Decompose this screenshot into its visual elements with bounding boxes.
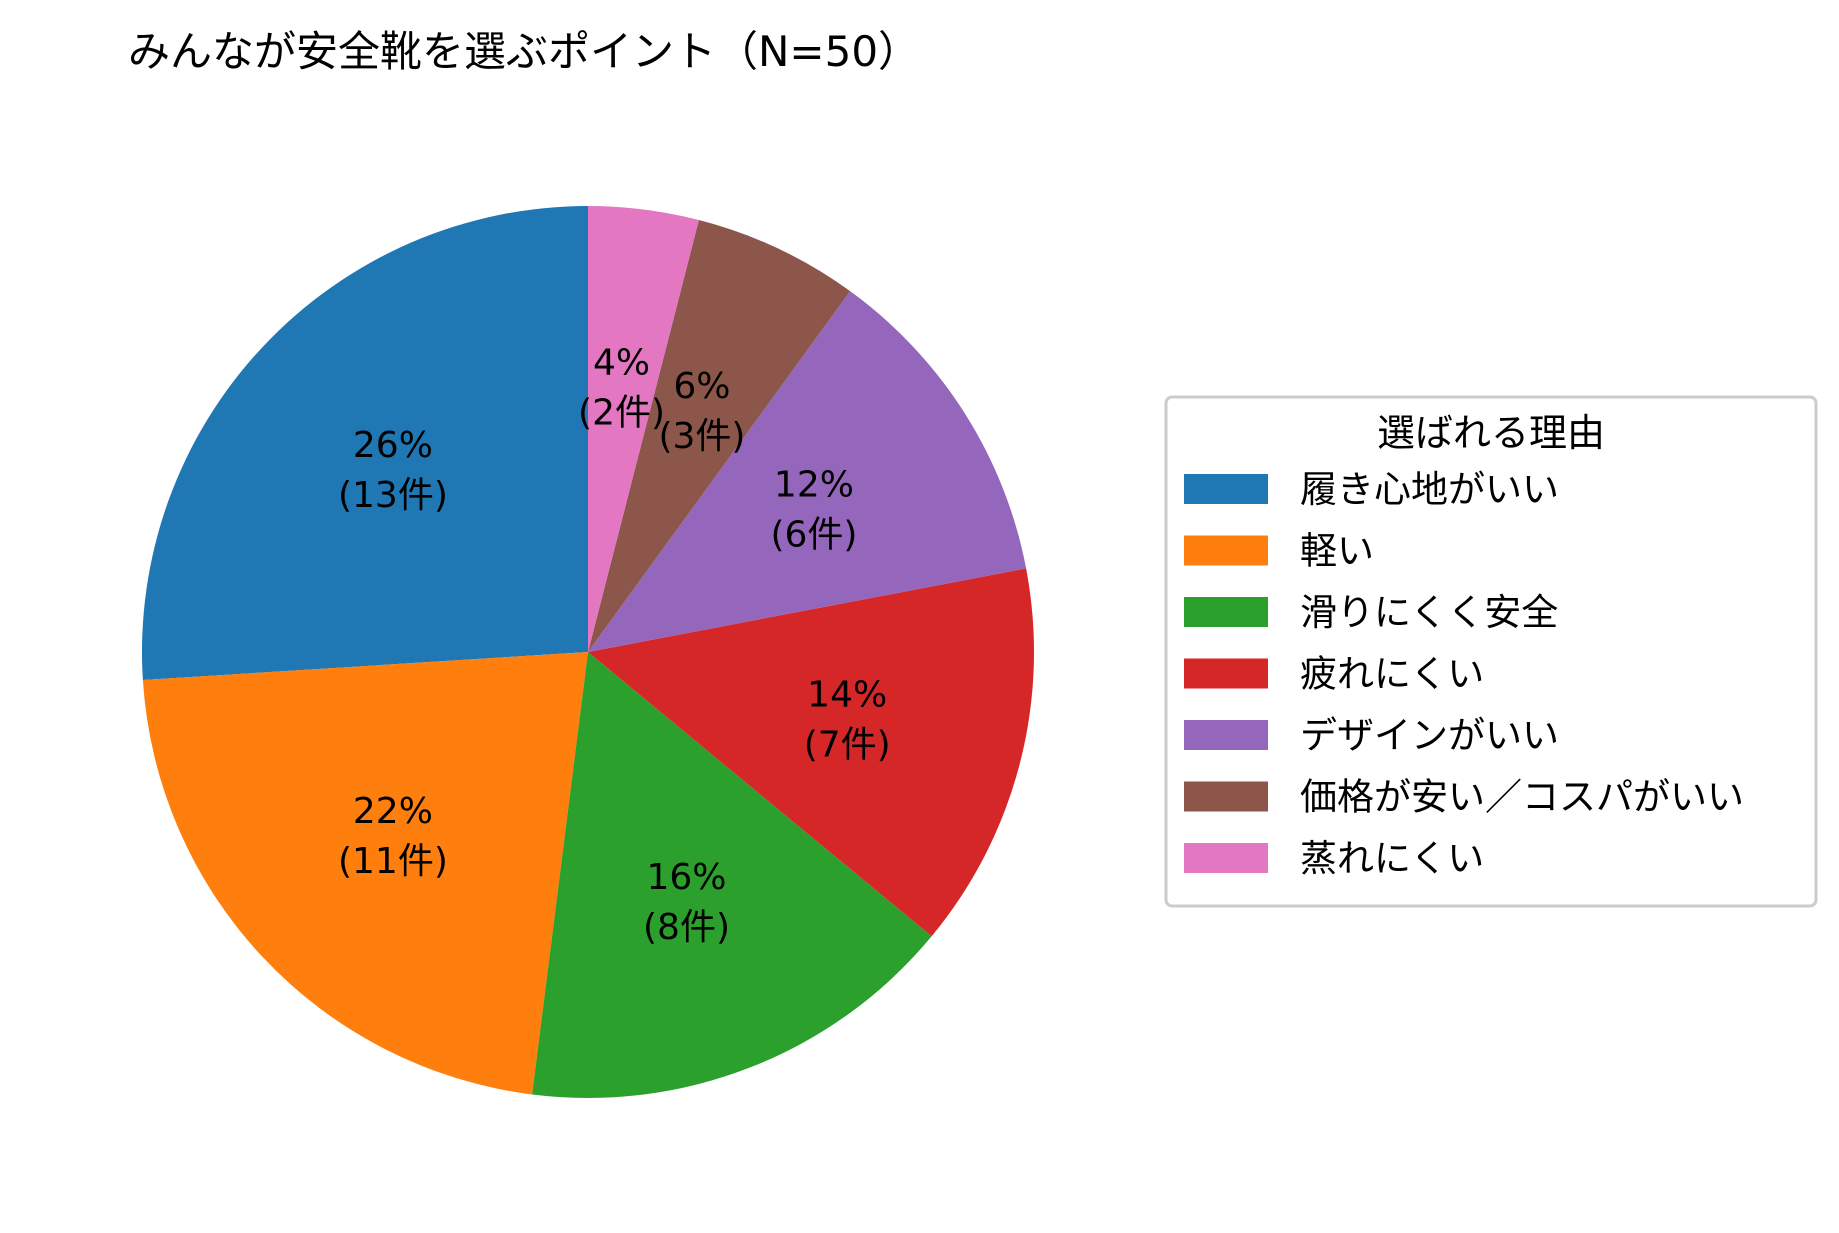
pie-slice <box>142 652 589 1095</box>
pie-slices <box>141 206 1034 1099</box>
slice-label: 12% (6件) <box>770 465 857 556</box>
legend-label: 軽い <box>1300 530 1374 573</box>
legend-swatch <box>1184 781 1268 812</box>
slice-label: 16% (8件) <box>643 857 730 948</box>
pie-slice <box>532 652 932 1099</box>
pie-slice-labels: 26% (13件) 22% (11件) 16% (8件) 14% (7件) 12% (6件) 6%(… <box>338 343 891 948</box>
legend-swatch <box>1184 658 1268 689</box>
slice-label: 6% (3件) <box>658 366 745 457</box>
pie-slice <box>588 220 851 653</box>
pie-slice <box>588 568 1034 937</box>
pie-slice <box>588 291 1027 652</box>
pie-slice <box>141 206 589 681</box>
legend-items: 履き心地がいい軽い滑りにくく安全疲れにくいデザインがいい価格が安い／コスパがいい… <box>1184 468 1744 880</box>
legend-swatch <box>1184 597 1268 627</box>
chart-title: みんなが安全靴を選ぶポイント（N=50） <box>128 27 920 76</box>
legend-frame <box>1164 395 1818 908</box>
slice-label: 22% (11件) <box>338 791 448 882</box>
legend-swatch <box>1184 474 1268 504</box>
legend-label: 蒸れにくい <box>1300 837 1484 880</box>
legend-label: 履き心地がいい <box>1300 468 1559 511</box>
legend-swatch <box>1184 843 1268 873</box>
legend-label: 価格が安い／コスパがいい <box>1300 776 1744 819</box>
slice-label: 4% (2件) <box>578 343 665 434</box>
legend: 選ばれる理由 履き心地がいい軽い滑りにくく安全疲れにくいデザインがいい価格が安い… <box>1164 395 1818 908</box>
slice-label: 26% (13件) <box>338 425 448 516</box>
legend-swatch <box>1184 720 1268 750</box>
legend-label: デザインがいい <box>1300 714 1559 757</box>
slice-label: 14% (7件) <box>804 675 891 766</box>
legend-swatch <box>1184 535 1268 566</box>
legend-label: 疲れにくい <box>1300 653 1484 696</box>
legend-label: 滑りにくく安全 <box>1300 591 1558 634</box>
legend-title: 選ばれる理由 <box>1377 411 1605 455</box>
pie-slice <box>588 206 699 652</box>
